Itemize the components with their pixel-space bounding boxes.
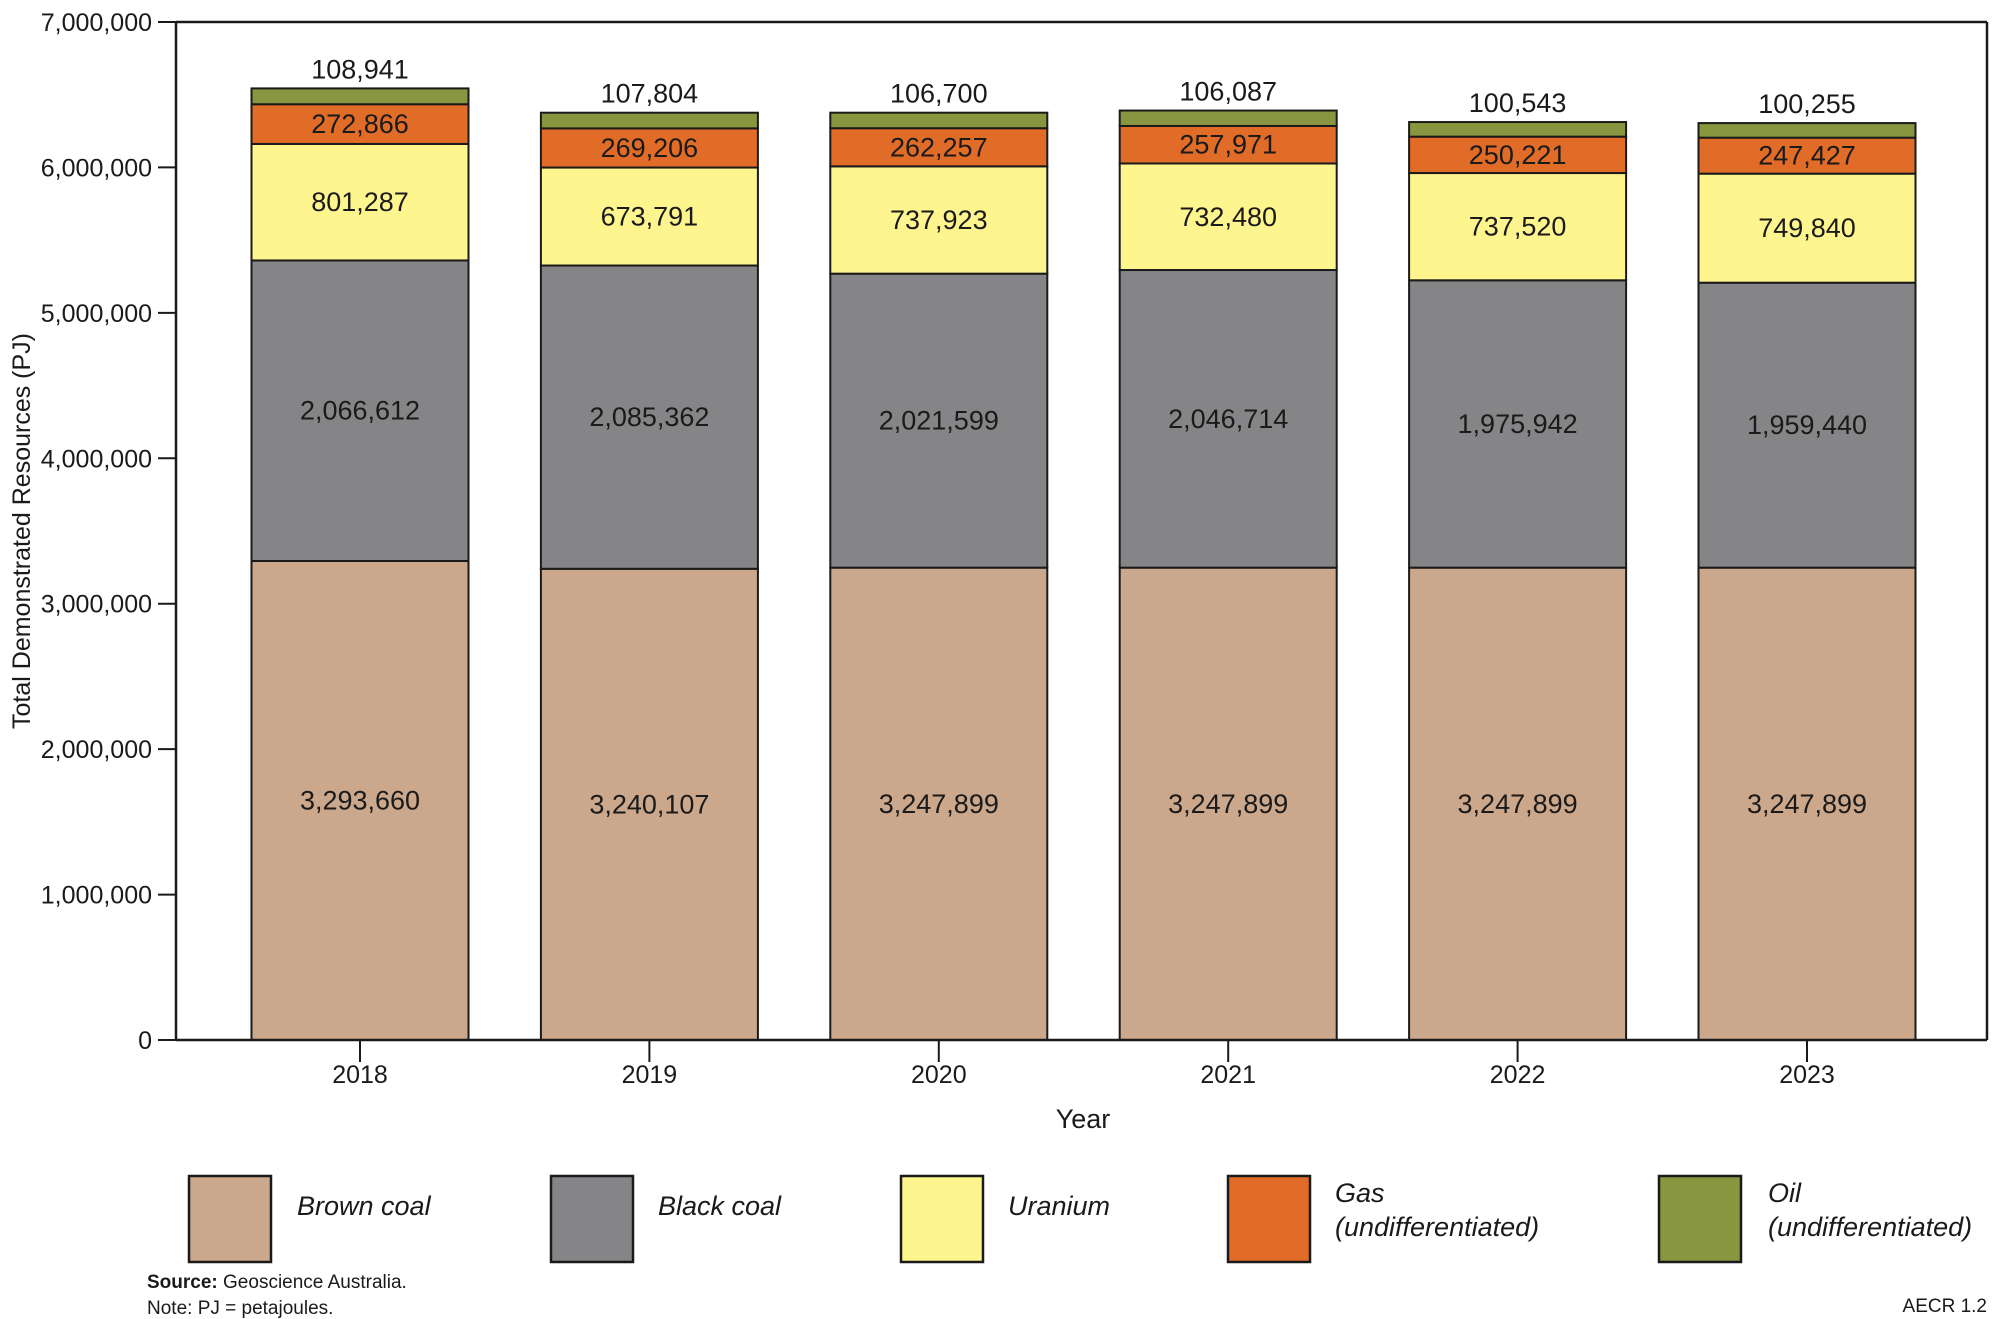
- x-tick-label: 2018: [332, 1061, 388, 1089]
- data-label: 107,804: [601, 79, 699, 109]
- data-label: 749,840: [1758, 213, 1856, 243]
- legend-swatch: [899, 1174, 985, 1264]
- bar-segment-gas: [1118, 124, 1338, 165]
- legend-label-line2: (undifferentiated): [1768, 1212, 1972, 1242]
- legend-swatch: [549, 1174, 635, 1264]
- bar-segment-uranium: [829, 165, 1049, 275]
- data-label: 100,255: [1758, 89, 1856, 119]
- data-label: 106,087: [1179, 77, 1277, 107]
- bar-segment-oil: [539, 111, 759, 130]
- y-tick-label: 7,000,000: [41, 9, 152, 37]
- petajoules-note: Note: PJ = petajoules.: [147, 1298, 333, 1319]
- bar-segment-black-coal: [250, 259, 470, 563]
- legend-label: Brown coal: [297, 1191, 432, 1221]
- data-label: 262,257: [890, 132, 988, 162]
- data-label: 108,941: [311, 54, 409, 84]
- legend-swatch: [1226, 1174, 1312, 1264]
- data-label: 737,923: [890, 205, 988, 235]
- data-label: 3,240,107: [589, 789, 709, 819]
- legend-label: Oil: [1768, 1178, 1802, 1208]
- data-label: 272,866: [311, 109, 409, 139]
- legend-label: Gas: [1335, 1178, 1385, 1208]
- y-tick-label: 0: [138, 1027, 152, 1055]
- y-tick-label: 4,000,000: [41, 445, 152, 473]
- data-label: 3,247,899: [879, 789, 999, 819]
- legend-label: Black coal: [658, 1191, 782, 1221]
- bar-segment-brown-coal: [539, 567, 759, 1041]
- data-label: 673,791: [601, 202, 699, 232]
- source-label: Source:: [147, 1272, 218, 1293]
- bar-segment-gas: [250, 103, 470, 145]
- legend-swatch: [187, 1174, 273, 1264]
- data-label: 2,021,599: [879, 406, 999, 436]
- bar-segment-uranium: [1408, 172, 1628, 282]
- y-tick-label: 5,000,000: [41, 300, 152, 328]
- data-label: 1,959,440: [1747, 410, 1867, 440]
- bar-segment-oil: [1118, 109, 1338, 127]
- figure-id: AECR 1.2: [1903, 1296, 1987, 1317]
- axes-layer: 2018 2019 2020 2021 2022 2023 0 1,000,000 2,000,…: [41, 9, 1989, 1089]
- data-label: 247,427: [1758, 141, 1856, 171]
- data-label: 2,085,362: [589, 402, 709, 432]
- legend: Brown coal Black coal Uranium Gas (undiffere…: [187, 1174, 1972, 1264]
- y-tick-label: 3,000,000: [41, 591, 152, 619]
- bar-segment-uranium: [1118, 162, 1338, 272]
- x-tick-label: 2023: [1779, 1061, 1835, 1089]
- bar-segment-brown-coal: [1118, 566, 1338, 1041]
- bar-segment-gas: [539, 127, 759, 169]
- data-label: 3,247,899: [1747, 789, 1867, 819]
- bar-segment-brown-coal: [1697, 566, 1917, 1041]
- data-label: 801,287: [311, 187, 409, 217]
- source-text: Geoscience Australia.: [218, 1272, 407, 1293]
- bar-segment-oil: [250, 87, 470, 106]
- y-axis-title: Total Demonstrated Resources (PJ): [8, 333, 36, 729]
- data-label: 3,247,899: [1168, 789, 1288, 819]
- data-label: 732,480: [1179, 202, 1277, 232]
- bars-layer: 3,293,660 2,066,612 801,287 272,866 108,941 3…: [250, 54, 1917, 1042]
- x-tick-label: 2022: [1490, 1061, 1546, 1089]
- bar-segment-brown-coal: [250, 560, 470, 1042]
- data-label: 250,221: [1469, 140, 1567, 170]
- data-label: 269,206: [601, 133, 699, 163]
- y-tick-label: 6,000,000: [41, 154, 152, 182]
- bar-segment-oil: [1697, 122, 1917, 139]
- y-tick-label: 1,000,000: [41, 882, 152, 910]
- data-label: 2,046,714: [1168, 404, 1288, 434]
- data-label: 2,066,612: [300, 396, 420, 426]
- legend-swatch: [1657, 1174, 1743, 1264]
- data-label: 737,520: [1469, 212, 1567, 242]
- bar-segment-gas: [829, 127, 1049, 168]
- legend-label: Uranium: [1008, 1191, 1110, 1221]
- x-tick-label: 2020: [911, 1061, 967, 1089]
- bar-segment-black-coal: [829, 272, 1049, 569]
- bar-segment-oil: [1408, 121, 1628, 138]
- source-note: Source: Geoscience Australia.: [147, 1272, 407, 1293]
- bar-segment-black-coal: [1408, 279, 1628, 569]
- bar-segment-black-coal: [539, 264, 759, 570]
- bar-segment-oil: [829, 111, 1049, 130]
- data-label: 3,293,660: [300, 786, 420, 816]
- y-tick-label: 2,000,000: [41, 736, 152, 764]
- x-tick-label: 2019: [622, 1061, 678, 1089]
- x-axis-title: Year: [1056, 1104, 1111, 1134]
- data-label: 257,971: [1179, 130, 1277, 160]
- data-label: 106,700: [890, 79, 988, 109]
- bar-segment-brown-coal: [1408, 566, 1628, 1041]
- data-label: 100,543: [1469, 88, 1567, 118]
- bar-segment-gas: [1697, 136, 1917, 175]
- x-tick-label: 2021: [1200, 1061, 1256, 1089]
- bar-segment-uranium: [1697, 172, 1917, 284]
- legend-label-line2: (undifferentiated): [1335, 1212, 1539, 1242]
- data-label: 1,975,942: [1458, 409, 1578, 439]
- data-label: 3,247,899: [1458, 789, 1578, 819]
- bar-segment-uranium: [539, 166, 759, 267]
- bar-segment-gas: [1408, 135, 1628, 175]
